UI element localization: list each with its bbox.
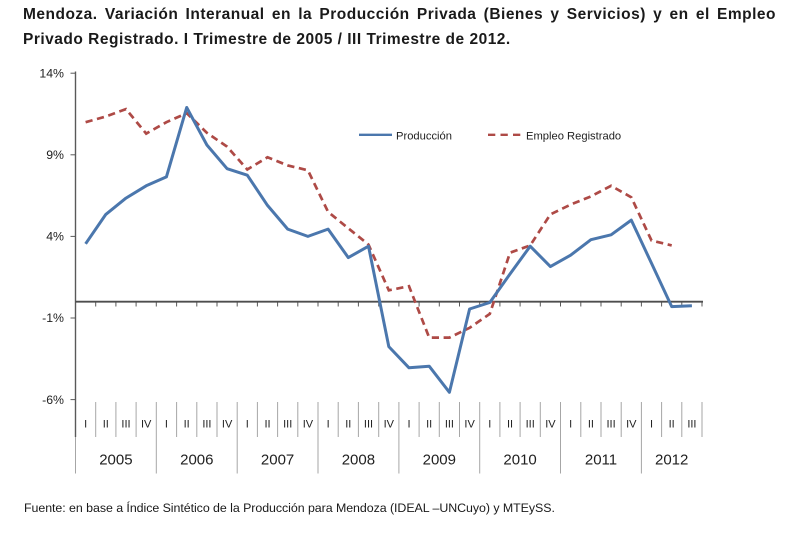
svg-text:Producción: Producción (396, 131, 452, 143)
svg-text:III: III (445, 419, 454, 431)
svg-text:II: II (669, 419, 675, 431)
svg-text:I: I (650, 419, 653, 431)
svg-text:II: II (264, 419, 270, 431)
svg-text:I: I (569, 419, 572, 431)
svg-text:II: II (588, 419, 594, 431)
svg-text:2011: 2011 (585, 452, 617, 469)
svg-text:IV: IV (626, 419, 637, 431)
svg-text:14%: 14% (39, 66, 64, 80)
svg-text:III: III (607, 419, 616, 431)
svg-text:2006: 2006 (180, 452, 213, 469)
svg-text:IV: IV (222, 419, 233, 431)
svg-text:-1%: -1% (42, 311, 64, 325)
svg-text:Empleo Registrado: Empleo Registrado (526, 131, 621, 143)
svg-text:IV: IV (545, 419, 556, 431)
svg-text:I: I (165, 419, 168, 431)
svg-text:IV: IV (464, 419, 475, 431)
svg-text:I: I (327, 419, 330, 431)
svg-text:4%: 4% (46, 230, 64, 244)
svg-text:III: III (687, 419, 696, 431)
svg-text:III: III (121, 419, 130, 431)
svg-text:II: II (507, 419, 513, 431)
svg-text:2010: 2010 (503, 452, 536, 469)
svg-text:2007: 2007 (261, 452, 294, 469)
svg-text:9%: 9% (46, 148, 64, 162)
svg-text:2009: 2009 (423, 452, 456, 469)
svg-text:III: III (364, 419, 373, 431)
svg-text:I: I (84, 419, 87, 431)
svg-text:II: II (184, 419, 190, 431)
svg-text:IV: IV (384, 419, 395, 431)
svg-text:-6%: -6% (42, 393, 64, 407)
svg-text:I: I (407, 419, 410, 431)
svg-text:III: III (202, 419, 211, 431)
svg-text:III: III (283, 419, 292, 431)
svg-text:III: III (526, 419, 535, 431)
svg-text:II: II (426, 419, 432, 431)
svg-text:II: II (103, 419, 109, 431)
svg-text:II: II (345, 419, 351, 431)
svg-text:I: I (488, 419, 491, 431)
svg-text:2012: 2012 (655, 452, 688, 469)
svg-text:2008: 2008 (342, 452, 375, 469)
svg-text:IV: IV (303, 419, 314, 431)
svg-text:I: I (246, 419, 249, 431)
svg-text:2005: 2005 (99, 452, 132, 469)
svg-text:IV: IV (141, 419, 152, 431)
